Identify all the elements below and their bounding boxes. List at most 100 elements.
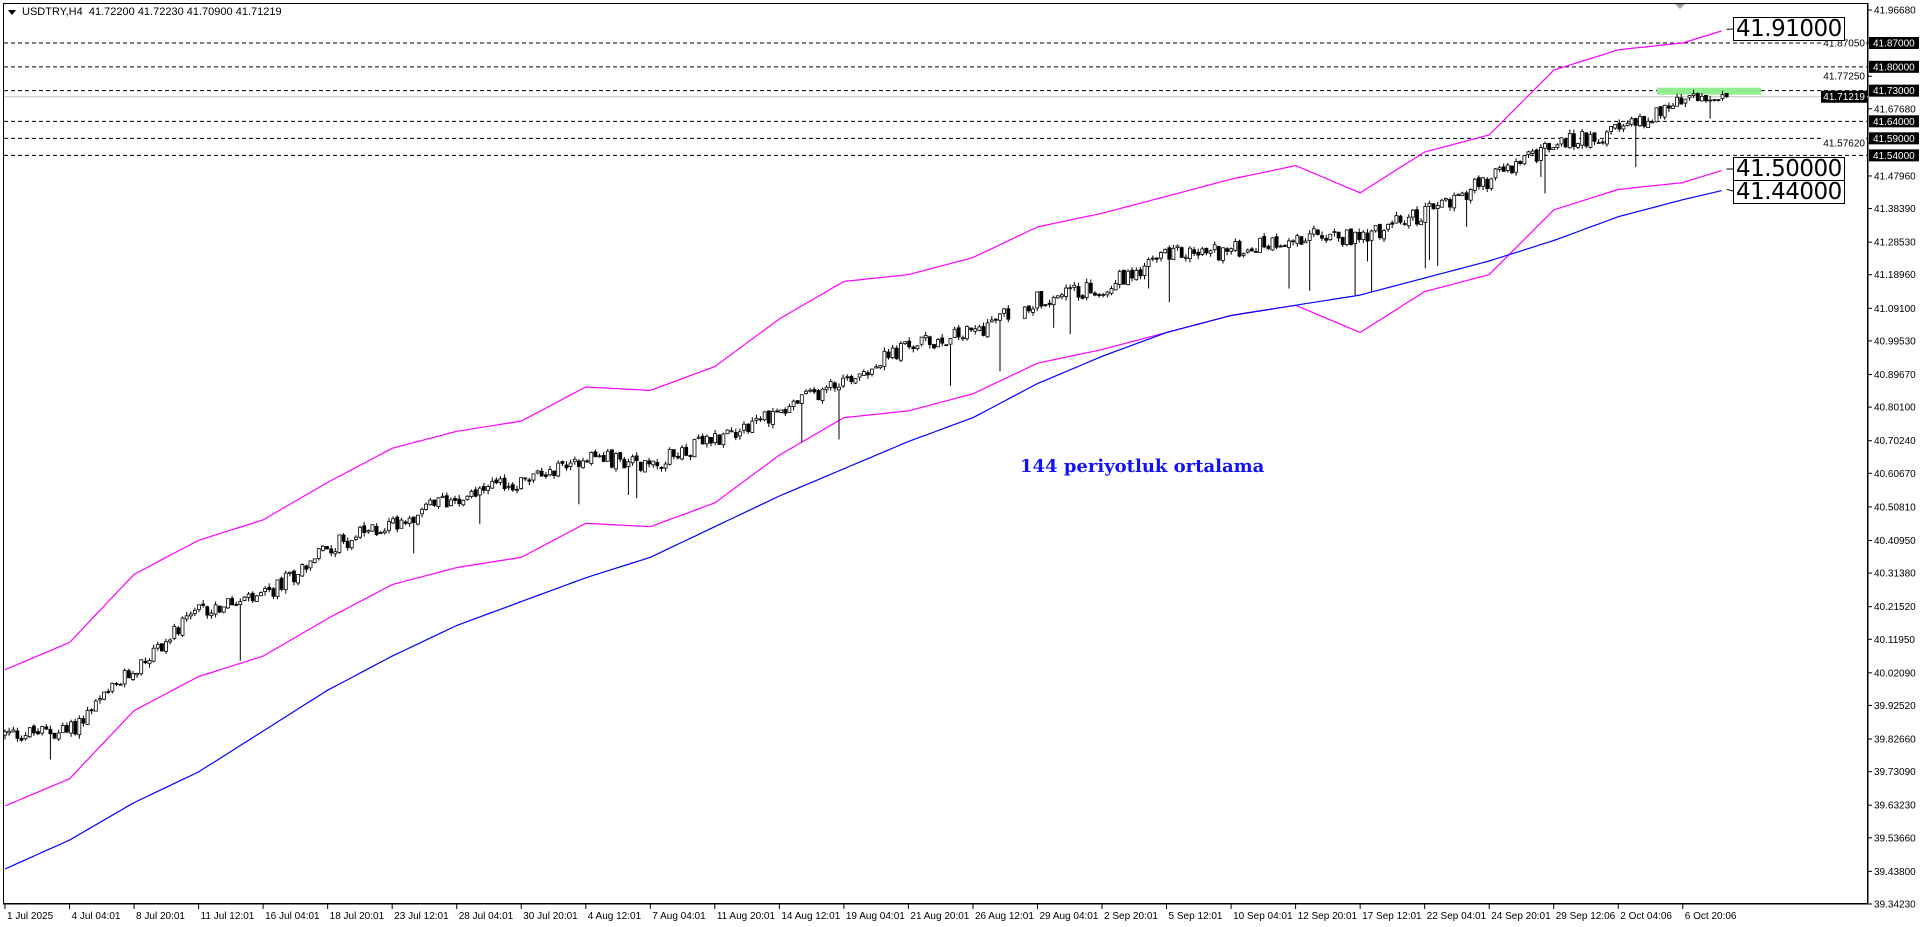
candle-bullish[interactable]	[448, 499, 453, 506]
candle-bearish[interactable]	[886, 351, 891, 359]
candle-bullish[interactable]	[965, 326, 969, 340]
candle-bullish[interactable]	[1605, 131, 1609, 145]
candle-bullish[interactable]	[180, 617, 185, 636]
candle-bullish[interactable]	[581, 460, 585, 469]
candle-bearish[interactable]	[1485, 178, 1490, 189]
candle-bullish[interactable]	[366, 530, 371, 533]
candle-bearish[interactable]	[944, 344, 949, 347]
candle-bullish[interactable]	[605, 450, 610, 462]
candle-bullish[interactable]	[1621, 125, 1626, 130]
candle-bullish[interactable]	[151, 647, 156, 662]
candle-bearish[interactable]	[1695, 93, 1700, 101]
candle-bullish[interactable]	[762, 411, 767, 421]
candle-bearish[interactable]	[1349, 228, 1353, 246]
candle-bearish[interactable]	[1138, 269, 1143, 277]
candle-bullish[interactable]	[915, 345, 920, 349]
candle-bullish[interactable]	[1460, 192, 1465, 196]
candle-bullish[interactable]	[1481, 177, 1485, 187]
candle-bullish[interactable]	[1662, 104, 1667, 118]
candle-bearish[interactable]	[527, 479, 532, 482]
candle-bearish[interactable]	[44, 726, 49, 730]
candle-bullish[interactable]	[1444, 197, 1448, 201]
candle-bullish[interactable]	[1113, 283, 1118, 291]
candle-bullish[interactable]	[1035, 291, 1040, 309]
candle-bullish[interactable]	[263, 588, 268, 593]
candle-bullish[interactable]	[1613, 124, 1618, 129]
candle-bullish[interactable]	[27, 727, 32, 738]
candle-bullish[interactable]	[1295, 235, 1300, 244]
candle-bullish[interactable]	[779, 409, 784, 413]
candle-bearish[interactable]	[1600, 141, 1605, 144]
candle-bullish[interactable]	[1650, 121, 1655, 124]
candle-bullish[interactable]	[213, 604, 218, 615]
candle-bullish[interactable]	[1468, 188, 1473, 201]
candle-bearish[interactable]	[1274, 236, 1279, 248]
candle-bearish[interactable]	[1316, 229, 1320, 235]
candle-bullish[interactable]	[1002, 308, 1006, 314]
candle-bullish[interactable]	[828, 381, 833, 388]
candle-bullish[interactable]	[1691, 93, 1696, 97]
candle-bearish[interactable]	[1283, 244, 1287, 247]
candle-bearish[interactable]	[1547, 143, 1551, 151]
candle-bullish[interactable]	[98, 698, 102, 701]
candle-bearish[interactable]	[1130, 269, 1134, 279]
candle-bullish[interactable]	[147, 660, 152, 665]
candle-bearish[interactable]	[655, 461, 660, 467]
candle-bearish[interactable]	[1093, 292, 1097, 296]
candle-bearish[interactable]	[515, 488, 519, 491]
candle-bullish[interactable]	[1105, 291, 1110, 296]
candle-bullish[interactable]	[1109, 288, 1114, 294]
candle-bearish[interactable]	[1357, 231, 1362, 240]
candle-bullish[interactable]	[1344, 229, 1349, 245]
candle-bullish[interactable]	[353, 536, 358, 540]
candle-bullish[interactable]	[680, 447, 684, 460]
candle-bullish[interactable]	[1373, 225, 1378, 232]
candle-bullish[interactable]	[692, 439, 697, 458]
candle-bullish[interactable]	[721, 433, 726, 446]
candle-bullish[interactable]	[1307, 233, 1312, 241]
candle-bullish[interactable]	[1353, 231, 1357, 244]
candle-bullish[interactable]	[878, 365, 883, 369]
candle-bullish[interactable]	[77, 718, 82, 736]
candle-bearish[interactable]	[502, 477, 507, 490]
candle-bullish[interactable]	[69, 721, 73, 734]
candle-bullish[interactable]	[1671, 105, 1675, 109]
candle-bearish[interactable]	[73, 721, 78, 735]
candle-bearish[interactable]	[766, 410, 771, 424]
candle-bullish[interactable]	[40, 726, 45, 734]
candle-bearish[interactable]	[1167, 247, 1172, 260]
candle-bearish[interactable]	[32, 725, 36, 734]
candle-bullish[interactable]	[246, 593, 251, 598]
candle-bearish[interactable]	[325, 546, 329, 550]
candle-bullish[interactable]	[1526, 151, 1531, 155]
candle-bullish[interactable]	[705, 435, 709, 445]
candle-bearish[interactable]	[849, 375, 854, 383]
candle-bearish[interactable]	[304, 565, 309, 570]
candle-bullish[interactable]	[225, 598, 230, 609]
candle-bullish[interactable]	[506, 485, 511, 488]
candle-bullish[interactable]	[519, 477, 523, 490]
candle-bullish[interactable]	[1258, 237, 1262, 253]
candle-bearish[interactable]	[1122, 269, 1126, 285]
candle-bullish[interactable]	[1134, 269, 1139, 281]
candle-bullish[interactable]	[1229, 248, 1234, 252]
candle-bearish[interactable]	[1340, 236, 1345, 245]
candle-bearish[interactable]	[267, 586, 272, 590]
candle-bearish[interactable]	[1563, 138, 1568, 148]
candle-bullish[interactable]	[738, 431, 742, 437]
candle-bullish[interactable]	[197, 604, 201, 610]
candle-bullish[interactable]	[989, 319, 994, 323]
candle-bearish[interactable]	[292, 570, 296, 583]
candle-bullish[interactable]	[936, 339, 940, 348]
candle-bullish[interactable]	[1708, 99, 1712, 102]
candle-bullish[interactable]	[131, 673, 135, 680]
candle-bullish[interactable]	[93, 700, 98, 712]
candle-bullish[interactable]	[1241, 253, 1246, 256]
candle-bearish[interactable]	[1642, 116, 1646, 127]
candle-bullish[interactable]	[791, 400, 796, 408]
candle-bullish[interactable]	[824, 386, 829, 391]
candle-bullish[interactable]	[961, 337, 965, 340]
candle-bullish[interactable]	[238, 601, 243, 606]
candle-bearish[interactable]	[1365, 232, 1370, 242]
candle-bearish[interactable]	[473, 489, 478, 497]
